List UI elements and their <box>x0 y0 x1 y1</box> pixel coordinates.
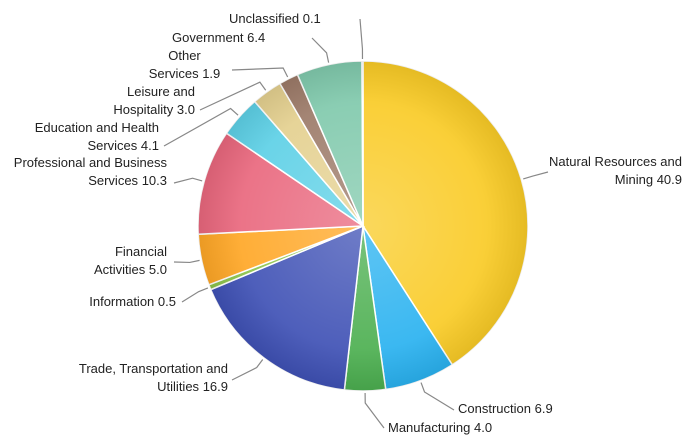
leader-line <box>181 287 209 303</box>
category-label: Education and Health Services <box>34 120 159 153</box>
value-label: 3.0 <box>176 102 195 117</box>
value-label: 6.4 <box>247 30 266 45</box>
slice-label: Other Services 1.9 <box>142 47 227 83</box>
leader-line <box>231 67 289 78</box>
value-label: 10.3 <box>141 173 167 188</box>
leader-line <box>311 37 330 63</box>
slice-label: Education and Health Services 4.1 <box>31 119 159 155</box>
slice-label: Unclassified 0.1 <box>229 10 321 28</box>
category-label: Leisure and Hospitality <box>113 84 195 117</box>
slice-label: Professional and Business Services 10.3 <box>7 154 167 190</box>
value-label: 5.0 <box>148 262 167 277</box>
value-label: 6.9 <box>534 401 553 416</box>
value-label: 4.1 <box>140 138 159 153</box>
category-label: Government <box>172 30 244 45</box>
pie-slice <box>361 60 364 227</box>
slice-label: Government 6.4 <box>172 29 265 47</box>
slice-label: Financial Activities 5.0 <box>67 243 167 279</box>
slice-label: Trade, Transportation and Utilities 16.9 <box>78 360 228 396</box>
slice-label: Construction 6.9 <box>458 400 553 418</box>
category-label: Other Services <box>148 48 201 81</box>
value-label: 1.9 <box>202 66 221 81</box>
leader-line <box>364 392 385 429</box>
value-label: 0.5 <box>157 294 176 309</box>
leader-line <box>173 177 203 184</box>
value-label: 0.1 <box>302 11 321 26</box>
category-label: Construction <box>458 401 531 416</box>
leader-line <box>173 259 200 264</box>
value-label: 4.0 <box>474 420 493 435</box>
slice-label: Information 0.5 <box>89 293 176 311</box>
leader-line <box>420 382 455 411</box>
category-label: Professional and Business Services <box>13 155 167 188</box>
slice-label: Leisure and Hospitality 3.0 <box>95 83 195 119</box>
value-label: 40.9 <box>656 172 682 187</box>
slice-label: Manufacturing 4.0 <box>388 419 492 437</box>
slice-label: Natural Resources and Mining 40.9 <box>547 153 682 189</box>
category-label: Unclassified <box>229 11 300 26</box>
category-label: Financial Activities <box>94 244 167 277</box>
category-label: Manufacturing <box>388 420 471 435</box>
category-label: Information <box>89 294 155 309</box>
value-label: 16.9 <box>202 379 228 394</box>
leader-line <box>231 359 264 381</box>
category-label: Natural Resources and Mining <box>549 154 682 187</box>
leader-line <box>523 171 549 180</box>
leader-line <box>359 18 364 60</box>
category-label: Trade, Transportation and Utilities <box>78 361 228 394</box>
